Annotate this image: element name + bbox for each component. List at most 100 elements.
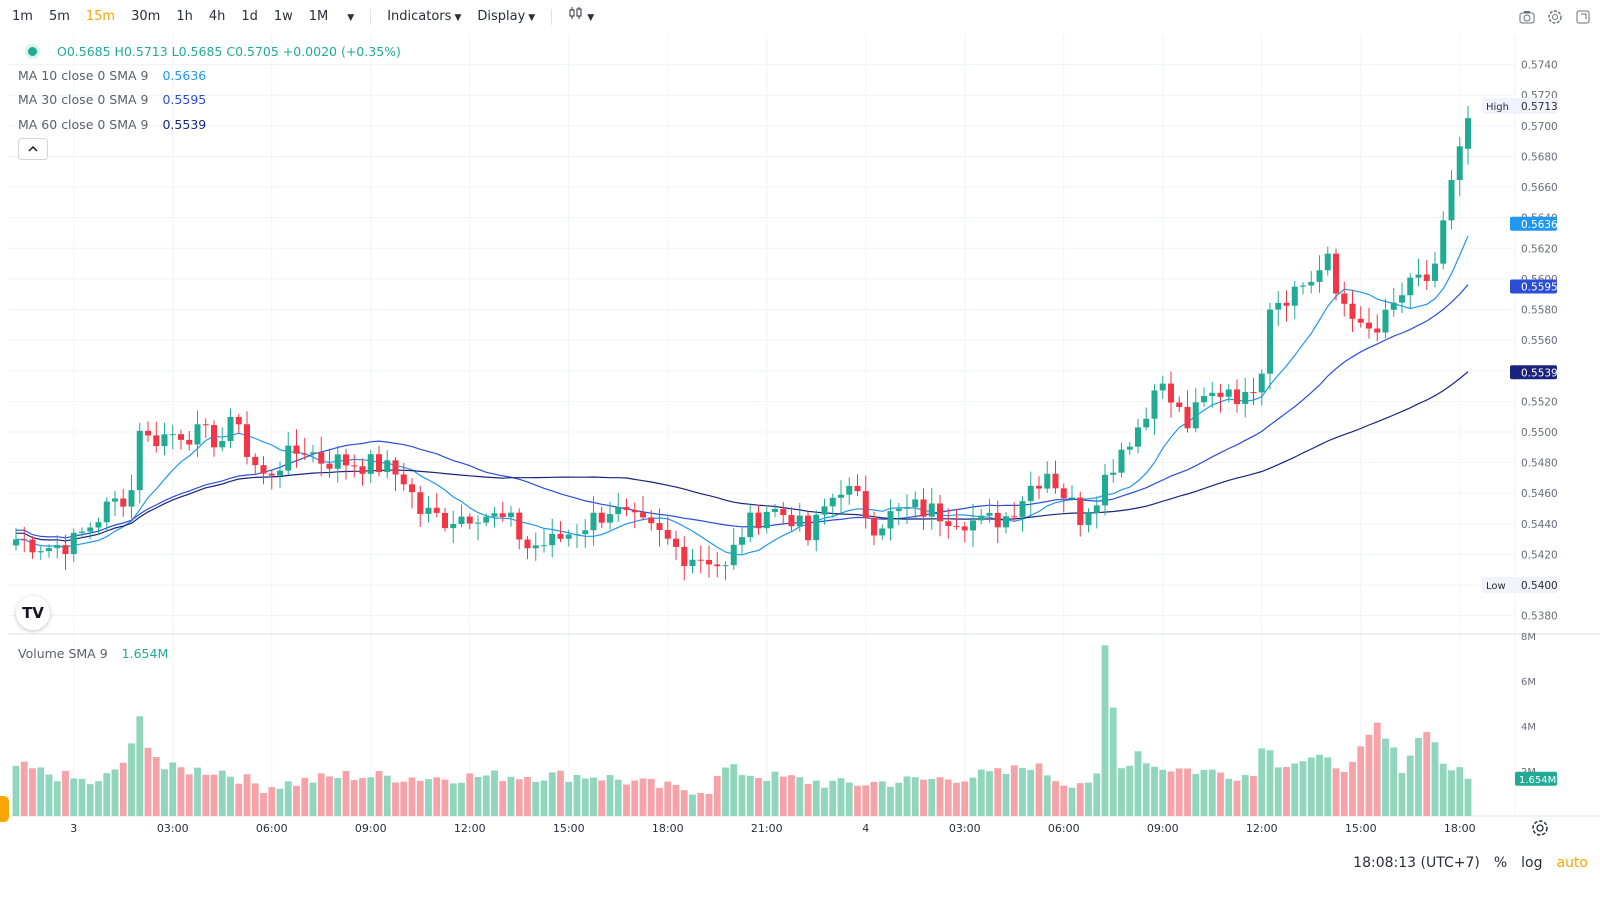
candle [879, 524, 886, 541]
candle-body [607, 514, 613, 523]
volume-bar [573, 775, 581, 816]
volume-bar [903, 776, 911, 816]
volume-bar [243, 774, 251, 816]
time-tick-label: 03:00 [157, 822, 189, 835]
candle [1415, 258, 1422, 287]
auto-scale-toggle[interactable]: auto [1556, 855, 1588, 871]
candle-body [879, 528, 886, 536]
settings-button[interactable] [1546, 8, 1564, 26]
candle-body [1423, 274, 1430, 281]
timeframe-1h[interactable]: 1h [176, 9, 193, 24]
candle [1382, 298, 1389, 339]
percent-scale-toggle[interactable]: % [1493, 855, 1508, 871]
timeframe-toolbar: 1m 5m 15m 30m 1h 4h 1d 1w 1M ▼ Indicators ▼ Displ… [0, 0, 1600, 34]
candle [615, 493, 622, 522]
fullscreen-button[interactable] [1574, 8, 1592, 26]
candle [1110, 459, 1117, 483]
candle-body [491, 513, 498, 517]
volume-bar [862, 785, 870, 816]
candle [425, 495, 432, 523]
volume-bar [936, 777, 944, 816]
candle [1349, 290, 1356, 333]
candle-body [838, 494, 844, 498]
candle-body [821, 506, 828, 515]
volume-bar [78, 778, 86, 816]
candle-body [1440, 220, 1447, 264]
price-tick-label: 0.5520 [1521, 396, 1558, 408]
candle-body [1044, 473, 1051, 489]
display-button[interactable]: Display ▼ [469, 0, 543, 34]
collapse-legend-button[interactable] [18, 138, 48, 160]
candle-body [970, 520, 976, 531]
volume-bar [540, 780, 548, 816]
candle-body [103, 501, 110, 523]
volume-bar [953, 782, 960, 816]
high-marker: High 0.5713 [1482, 97, 1558, 114]
volume-bar [887, 786, 894, 816]
candle [442, 508, 448, 532]
volume-bar [491, 770, 498, 816]
timeframe-30m[interactable]: 30m [131, 9, 161, 24]
candle [1267, 302, 1273, 390]
candle [112, 491, 118, 516]
volume-bar [1093, 773, 1101, 816]
timeframe-4h[interactable]: 4h [208, 9, 226, 24]
candle [574, 524, 580, 548]
ma-axis-label-value: 0.5539 [1521, 367, 1558, 379]
candle [169, 424, 176, 450]
candle [1102, 464, 1108, 516]
camera-icon [1519, 11, 1535, 24]
price-tick-label: 0.5680 [1521, 151, 1558, 163]
volume-bar [1340, 771, 1348, 816]
candle [714, 551, 721, 578]
candle-body [730, 544, 737, 566]
volume-bar [1398, 772, 1406, 816]
volume-bar [37, 767, 45, 816]
chart-settings-button[interactable] [1530, 818, 1550, 838]
timeframe-15m[interactable]: 15m [85, 9, 116, 24]
candle [483, 513, 490, 527]
timeframe-dropdown-button[interactable]: ▼ [336, 0, 362, 34]
candle-body [755, 512, 762, 529]
time-tick-label: 3 [70, 822, 77, 835]
candle [450, 510, 457, 544]
candle-body [532, 545, 539, 549]
timeframe-5m[interactable]: 5m [48, 9, 70, 24]
candle-body [343, 454, 349, 466]
candle-body [1349, 303, 1356, 319]
price-chart[interactable]: 0.5380 0.5400 0.5420 0.5440 0.5460 0.5480 0.55… [0, 34, 1600, 846]
candle-body [689, 559, 696, 567]
ma-axis-label-bg [1510, 279, 1557, 294]
ma30-line [16, 284, 1469, 539]
volume-bar [804, 783, 812, 816]
pane-resize-handle[interactable] [0, 796, 9, 822]
candle [648, 510, 655, 531]
candle [417, 485, 424, 527]
candle-body [1151, 390, 1158, 419]
candle-body [499, 513, 506, 518]
log-scale-toggle[interactable]: log [1521, 855, 1543, 871]
candle-body [590, 512, 597, 531]
timeframe-1M[interactable]: 1M [308, 9, 329, 24]
timeframe-1d[interactable]: 1d [241, 9, 258, 24]
volume-bar [474, 776, 482, 816]
time-tick-label: 21:00 [751, 822, 783, 835]
candle-body [400, 474, 407, 485]
timeframe-1m[interactable]: 1m [12, 9, 33, 24]
volume-bar [713, 775, 721, 816]
timeframe-1w[interactable]: 1w [273, 9, 293, 24]
candle-body [161, 434, 168, 447]
time-tick-label: 03:00 [949, 822, 981, 835]
indicators-button[interactable]: Indicators ▼ [379, 0, 469, 34]
candle-body [1382, 309, 1389, 333]
candle [755, 504, 762, 535]
candle [499, 501, 506, 522]
tradingview-logo[interactable]: TV [16, 596, 50, 630]
snapshot-button[interactable] [1518, 8, 1536, 26]
chart-type-button[interactable]: ▼ [560, 0, 602, 34]
candle [475, 515, 481, 541]
volume-bar [961, 781, 969, 816]
volume-bar [565, 781, 573, 816]
candle-body [664, 529, 671, 539]
volume-bar [1175, 768, 1183, 816]
